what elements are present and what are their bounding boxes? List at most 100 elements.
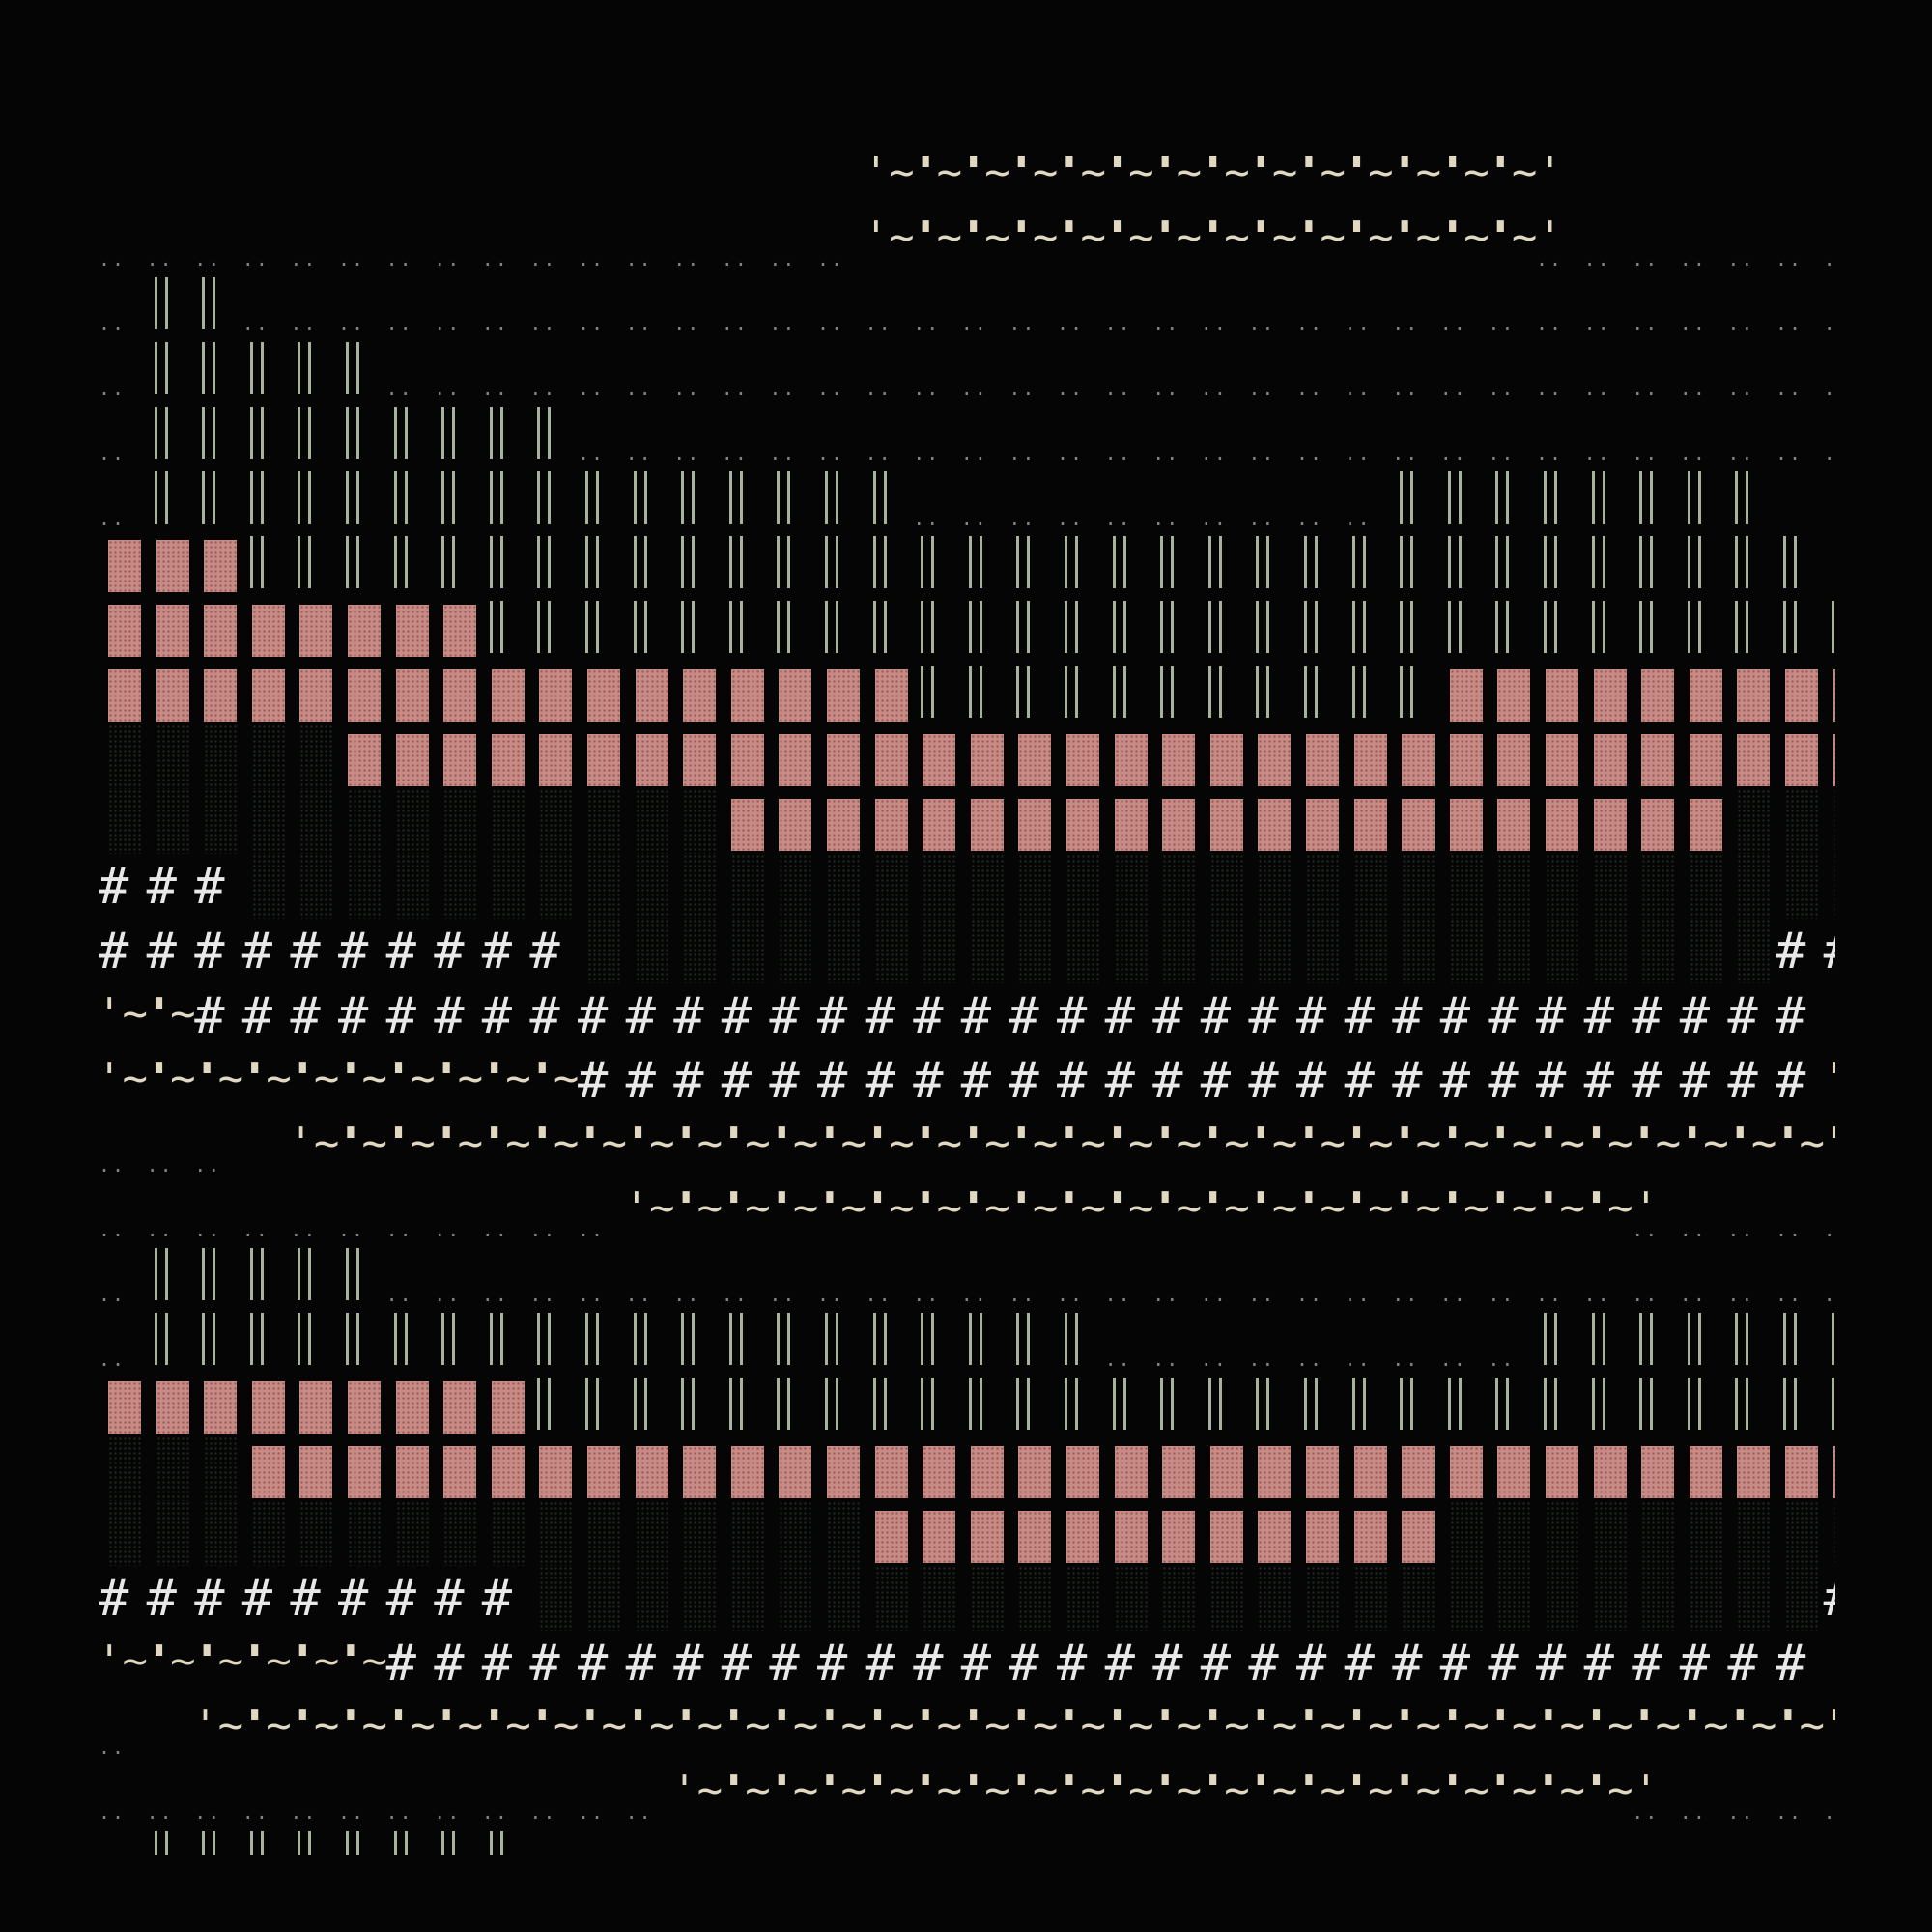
dots-tile: ..: [97, 1307, 145, 1372]
wave-glyph: '~': [911, 1183, 988, 1233]
shade-tile: [241, 854, 289, 919]
pillar-icon: [728, 471, 743, 524]
dots-tile: ..: [241, 1760, 289, 1825]
tile-row: ................................ '~' '~' '~…: [97, 207, 1835, 271]
wave-glyph: '~': [1102, 213, 1180, 262]
hash-glyph: #: [481, 923, 513, 980]
hash-glyph: #: [1248, 1052, 1279, 1110]
shade-icon: [827, 919, 862, 983]
pillar-icon: [441, 471, 456, 524]
dots-tile: ..: [1534, 336, 1582, 401]
brick-icon: [1258, 1446, 1292, 1498]
dots-tile: ..: [1822, 1242, 1835, 1307]
hash-glyph: #: [625, 1634, 656, 1692]
shade-tile: [911, 919, 959, 983]
pillar-tile: [1246, 595, 1294, 660]
wave-glyph: '~': [144, 1636, 222, 1686]
dots-glyph: ..: [529, 312, 557, 335]
pillar-tile: [1294, 1372, 1343, 1436]
hash-glyph: #: [481, 1634, 513, 1692]
hash-tile: #: [1822, 1566, 1835, 1631]
brick-icon: [251, 1446, 285, 1498]
pillar-tile: [432, 466, 480, 530]
shade-icon: [730, 1501, 766, 1566]
dots-tile: ..: [815, 207, 864, 271]
hash-glyph: #: [242, 923, 273, 980]
hash-tile: #: [1343, 1048, 1391, 1113]
wave-tile: '~': [864, 1760, 940, 1825]
pillar-tile: [1678, 466, 1726, 530]
pillar-icon: [1495, 536, 1510, 588]
shade-icon: [108, 1501, 143, 1566]
wave-glyph: '~': [767, 1183, 844, 1233]
brick-icon: [587, 669, 620, 722]
dots-tile: ..: [1055, 401, 1103, 466]
dots-tile: ..: [1630, 1178, 1678, 1242]
wave-glyph: '~': [384, 1701, 462, 1750]
pillar-tile: [288, 1242, 336, 1307]
shade-icon: [1737, 1566, 1773, 1631]
dots-tile: ..: [384, 207, 433, 271]
brick-tile: [1343, 1436, 1391, 1501]
pillar-icon: [1304, 601, 1318, 653]
pillar-icon: [1256, 666, 1270, 718]
dots-tile: ..: [767, 207, 815, 271]
dots-glyph: ..: [1727, 1283, 1755, 1306]
dots-tile: ..: [864, 1825, 912, 1855]
dots-tile: ..: [1774, 1825, 1822, 1855]
dots-tile: ..: [1486, 1242, 1534, 1307]
dots-tile: ..: [1582, 1242, 1631, 1307]
hash-tile: #: [767, 1048, 815, 1113]
pillar-tile: [1678, 1307, 1726, 1372]
pillar-tile: [1199, 595, 1247, 660]
dots-tile: ..: [1246, 466, 1294, 530]
hash-tile: #: [1390, 1631, 1438, 1695]
brick-tile: [1678, 660, 1726, 724]
hash-glyph: #: [1488, 1634, 1519, 1692]
wave-glyph: '~': [1437, 213, 1516, 262]
hash-glyph: #: [194, 858, 225, 916]
pillar-tile: [671, 1372, 720, 1436]
wave-tile: '~': [1103, 142, 1179, 207]
wave-tile: '~': [1534, 1760, 1610, 1825]
brick-tile: [432, 595, 480, 660]
pillar-icon: [585, 536, 599, 588]
hash-glyph: #: [578, 1052, 609, 1110]
wave-glyph: '~': [911, 1766, 988, 1815]
pillar-icon: [1400, 536, 1414, 588]
wave-tile: '~': [815, 1760, 892, 1825]
pillar-tile: [671, 595, 720, 660]
hash-glyph: #: [1583, 1052, 1614, 1110]
dots-tile: ..: [97, 1695, 145, 1760]
dots-tile: ..: [1343, 336, 1391, 401]
wave-tile: '~': [1151, 1178, 1227, 1242]
shade-icon: [683, 854, 719, 919]
wave-tile: '~': [1678, 1113, 1754, 1178]
shade-icon: [1641, 1566, 1677, 1631]
wave-tile: '~': [815, 1695, 892, 1760]
shade-icon: [1066, 854, 1101, 919]
shade-tile: [1678, 854, 1726, 919]
dots-glyph: ..: [1104, 377, 1132, 400]
wave-tile: '~': [1390, 1760, 1466, 1825]
shade-tile: [1007, 919, 1055, 983]
pillar-icon: [1735, 601, 1749, 653]
brick-icon: [683, 669, 717, 722]
wave-glyph: '~': [1294, 148, 1372, 197]
hash-tile: #: [1438, 983, 1487, 1048]
pillar-icon: [968, 666, 982, 718]
pillar-tile: [1151, 660, 1199, 724]
dots-glyph: ..: [242, 247, 270, 270]
shade-tile: [145, 789, 193, 854]
wave-tile: '~': [97, 1048, 173, 1113]
pillar-icon: [1400, 601, 1414, 653]
wave-glyph: '~': [576, 1701, 653, 1750]
dots-glyph: ..: [1200, 506, 1228, 529]
pillar-icon: [1065, 601, 1078, 653]
hash-glyph: #: [1344, 1052, 1375, 1110]
wave-tile: '~': [1055, 142, 1131, 207]
pillar-tile: [720, 595, 768, 660]
pillar-tile: [1534, 1307, 1582, 1372]
pillar-tile: [767, 595, 815, 660]
pillar-icon: [777, 1378, 791, 1430]
